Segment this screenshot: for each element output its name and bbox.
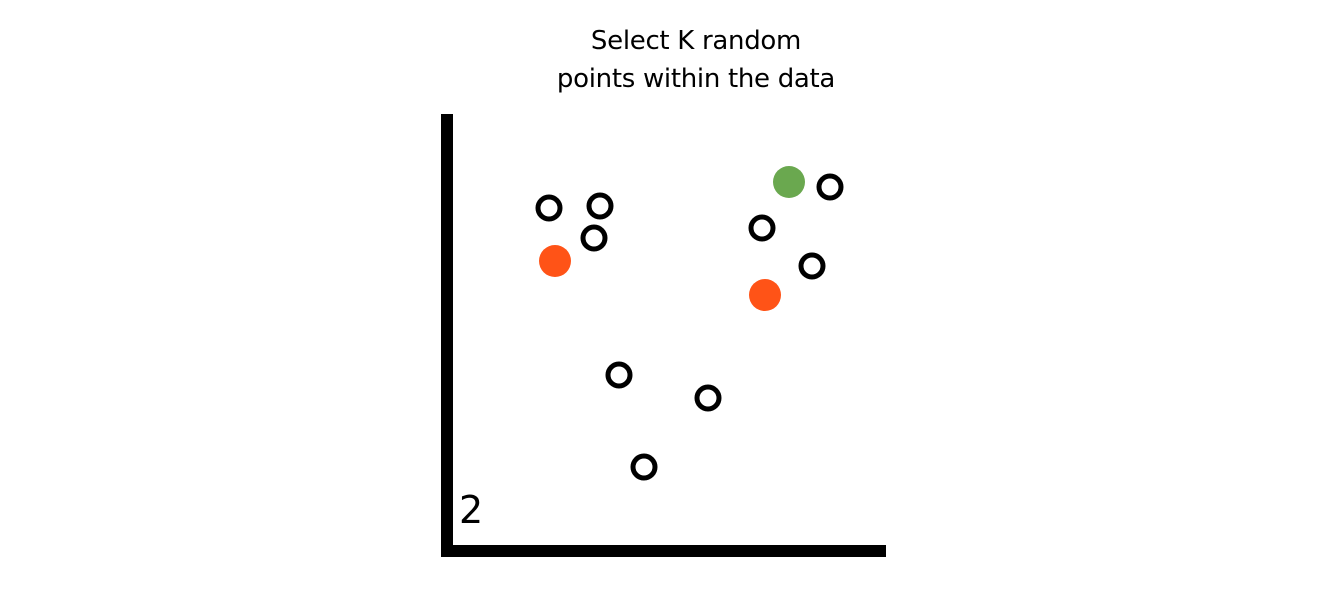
data-point [586, 192, 614, 220]
data-point [798, 252, 826, 280]
data-point [580, 224, 608, 252]
centroid-red [749, 279, 781, 311]
centroid-red [539, 245, 571, 277]
data-point [816, 173, 844, 201]
diagram-title-line-2: points within the data [556, 64, 836, 94]
step-number: 2 [459, 488, 484, 532]
y-axis [441, 114, 453, 557]
data-point [748, 214, 776, 242]
diagram-title-line-1: Select K random [590, 26, 802, 56]
data-point [630, 453, 658, 481]
x-axis [441, 545, 886, 557]
data-point [694, 384, 722, 412]
data-point [535, 194, 563, 222]
data-point [605, 361, 633, 389]
centroid-green [773, 166, 805, 198]
